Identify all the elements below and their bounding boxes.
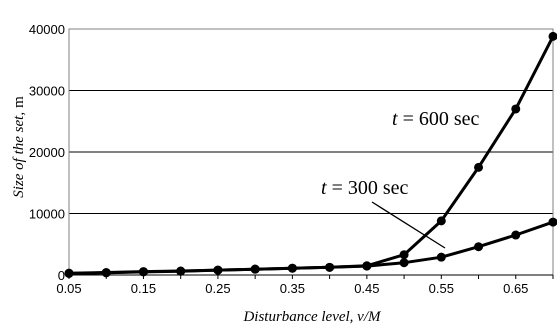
series-label-300: t = 300 sec [321,177,409,199]
series-1-point-4 [213,265,223,275]
series-label-600: t = 600 sec [392,108,480,130]
x-tick-label-2: 0.25 [205,281,230,296]
series-0-point-10 [436,216,446,226]
y-tick-label-2: 20000 [29,145,65,160]
series-1-point-1 [101,268,111,278]
grid [69,28,553,214]
y-tick-label-4: 40000 [29,22,65,37]
series-1-point-6 [287,263,297,273]
x-tick-label-4: 0.45 [354,281,379,296]
series-1 [64,217,557,278]
y-axis-title: Size of the set,m [11,96,27,198]
x-tick-label-0: 0.05 [56,281,81,296]
x-tick-label-6: 0.65 [503,281,528,296]
y-tick-label-1: 10000 [29,207,65,222]
series-0-point-13 [548,31,557,41]
series-1-point-7 [325,262,335,272]
series-0-point-9 [399,250,409,260]
x-tick-label-3: 0.35 [280,281,305,296]
y-tick-label-0: 0 [58,268,65,283]
series-1-point-2 [138,267,148,277]
series-label-300-leader [371,201,446,249]
series-1-point-10 [436,252,446,262]
x-tick-label-5: 0.55 [429,281,454,296]
x-axis-title: Disturbance level, v/M [242,309,382,325]
series-1-point-12 [511,230,521,240]
series-1-point-9 [399,258,409,268]
series-1-line [68,220,554,275]
series [64,31,557,278]
series-1-point-8 [362,261,372,271]
axes: 0 10000 20000 30000 40000 0.05 0.15 0.25 0.35 0.4… [29,22,554,296]
series-0-point-12 [511,104,521,114]
series-1-point-13 [548,217,557,227]
series-1-point-11 [474,242,484,252]
y-tick-label-3: 30000 [29,84,65,99]
series-1-point-0 [64,268,74,278]
series-1-point-5 [250,264,260,274]
series-1-point-3 [176,266,186,276]
annotations: t = 600 sec t = 300 sec [321,108,480,249]
series-0 [64,31,557,278]
series-0-line [68,35,555,275]
series-0-point-11 [474,162,484,172]
x-tick-label-1: 0.15 [131,281,156,296]
